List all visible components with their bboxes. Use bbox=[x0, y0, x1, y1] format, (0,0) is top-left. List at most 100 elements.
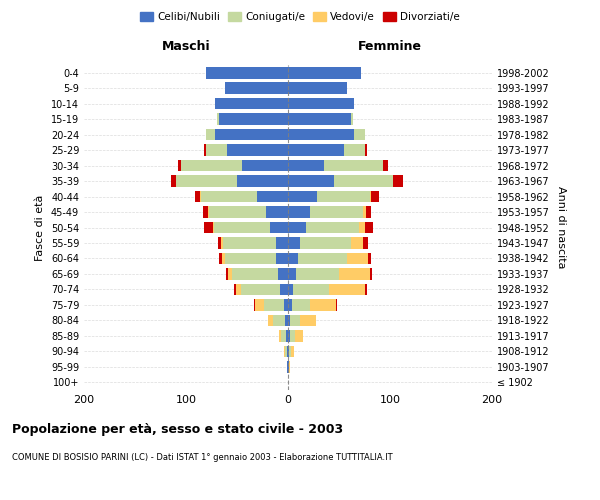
Bar bbox=[288, 98, 355, 110]
Bar bbox=[285, 346, 287, 357]
Bar bbox=[365, 206, 371, 218]
Bar bbox=[206, 129, 215, 140]
Bar bbox=[296, 268, 339, 280]
Bar bbox=[288, 144, 344, 156]
Bar bbox=[288, 346, 289, 357]
Bar bbox=[225, 252, 276, 264]
Bar bbox=[228, 268, 232, 280]
Bar bbox=[310, 299, 336, 310]
Text: Femmine: Femmine bbox=[358, 40, 422, 52]
Bar bbox=[212, 222, 214, 234]
Bar bbox=[273, 314, 285, 326]
Bar bbox=[336, 299, 337, 310]
Bar bbox=[329, 284, 365, 295]
Bar bbox=[234, 284, 236, 295]
Bar bbox=[288, 314, 290, 326]
Bar bbox=[288, 237, 300, 249]
Bar bbox=[371, 190, 379, 202]
Y-axis label: Anni di nascita: Anni di nascita bbox=[556, 186, 566, 269]
Bar bbox=[284, 346, 285, 357]
Bar bbox=[202, 190, 257, 202]
Bar bbox=[257, 190, 288, 202]
Bar bbox=[288, 361, 289, 372]
Bar bbox=[324, 160, 383, 172]
Bar bbox=[276, 237, 288, 249]
Bar bbox=[218, 237, 221, 249]
Bar bbox=[383, 160, 388, 172]
Bar bbox=[218, 114, 288, 125]
Bar bbox=[215, 98, 288, 110]
Bar bbox=[263, 299, 284, 310]
Bar bbox=[226, 268, 228, 280]
Bar bbox=[288, 252, 298, 264]
Bar bbox=[289, 361, 290, 372]
Bar bbox=[300, 314, 316, 326]
Bar bbox=[347, 252, 368, 264]
Bar bbox=[205, 144, 206, 156]
Bar bbox=[288, 129, 355, 140]
Bar bbox=[286, 330, 288, 342]
Legend: Celibi/Nubili, Coniugati/e, Vedovi/e, Divorziati/e: Celibi/Nubili, Coniugati/e, Vedovi/e, Di… bbox=[136, 8, 464, 26]
Bar bbox=[276, 252, 288, 264]
Bar bbox=[289, 346, 291, 357]
Bar bbox=[351, 237, 364, 249]
Bar bbox=[300, 237, 351, 249]
Bar bbox=[217, 114, 218, 125]
Bar bbox=[206, 144, 227, 156]
Bar bbox=[359, 222, 365, 234]
Bar bbox=[221, 237, 223, 249]
Bar bbox=[287, 361, 288, 372]
Bar bbox=[291, 346, 294, 357]
Bar bbox=[364, 237, 368, 249]
Bar bbox=[293, 284, 329, 295]
Bar bbox=[222, 252, 225, 264]
Bar bbox=[181, 160, 242, 172]
Bar bbox=[281, 330, 286, 342]
Bar bbox=[241, 284, 280, 295]
Bar bbox=[295, 330, 304, 342]
Bar bbox=[206, 67, 288, 78]
Bar bbox=[195, 190, 200, 202]
Bar bbox=[288, 222, 307, 234]
Bar bbox=[171, 176, 176, 187]
Bar bbox=[178, 160, 181, 172]
Bar bbox=[365, 222, 373, 234]
Bar bbox=[288, 176, 334, 187]
Bar bbox=[256, 299, 263, 310]
Bar bbox=[176, 176, 237, 187]
Bar bbox=[205, 222, 212, 234]
Bar bbox=[288, 114, 351, 125]
Bar bbox=[208, 206, 209, 218]
Bar bbox=[203, 206, 208, 218]
Bar bbox=[278, 268, 288, 280]
Bar bbox=[288, 67, 361, 78]
Bar bbox=[209, 206, 266, 218]
Text: Maschi: Maschi bbox=[161, 40, 211, 52]
Bar bbox=[317, 190, 370, 202]
Bar bbox=[280, 284, 288, 295]
Bar bbox=[266, 206, 288, 218]
Bar bbox=[334, 176, 393, 187]
Bar bbox=[288, 268, 296, 280]
Bar bbox=[351, 114, 353, 125]
Bar bbox=[236, 284, 241, 295]
Bar bbox=[393, 176, 403, 187]
Bar bbox=[223, 237, 276, 249]
Bar bbox=[365, 144, 367, 156]
Bar bbox=[237, 176, 288, 187]
Bar bbox=[279, 330, 281, 342]
Bar bbox=[288, 299, 292, 310]
Y-axis label: Fasce di età: Fasce di età bbox=[35, 194, 45, 260]
Bar bbox=[290, 314, 300, 326]
Bar bbox=[268, 314, 273, 326]
Bar bbox=[355, 129, 365, 140]
Bar bbox=[254, 299, 256, 310]
Bar bbox=[215, 129, 288, 140]
Bar bbox=[288, 284, 293, 295]
Bar bbox=[370, 190, 371, 202]
Bar bbox=[368, 252, 371, 264]
Bar bbox=[364, 206, 365, 218]
Bar bbox=[310, 206, 364, 218]
Bar bbox=[292, 299, 310, 310]
Bar bbox=[307, 222, 359, 234]
